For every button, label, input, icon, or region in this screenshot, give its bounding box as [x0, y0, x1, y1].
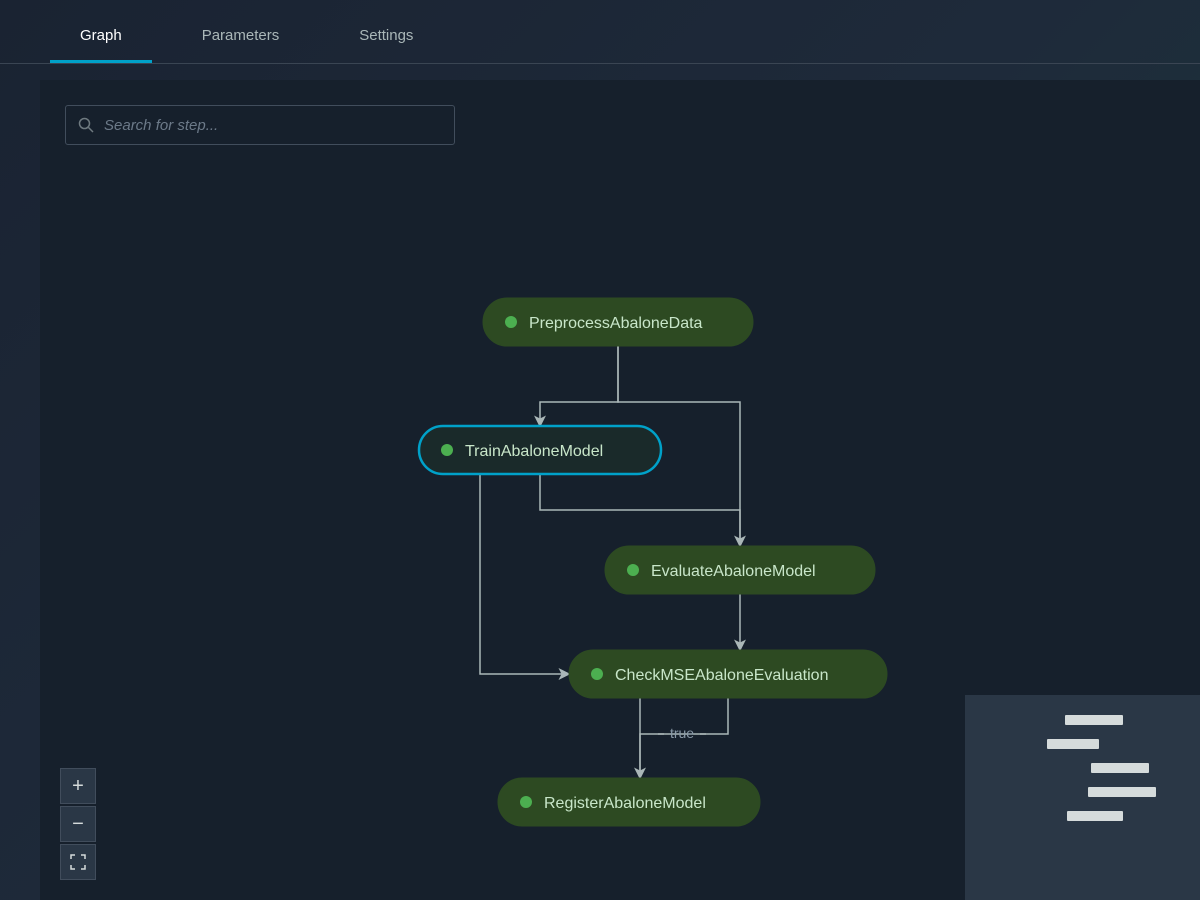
tabs-row: Graph Parameters Settings: [0, 0, 1200, 64]
node-evaluate[interactable]: EvaluateAbaloneModel: [605, 546, 875, 594]
minimap-node: [1091, 763, 1149, 773]
node-label: RegisterAbaloneModel: [544, 795, 706, 812]
minimap[interactable]: [965, 695, 1200, 900]
zoom-out-button[interactable]: −: [60, 806, 96, 842]
fullscreen-icon: [70, 854, 86, 870]
node-check[interactable]: CheckMSEAbaloneEvaluation: [569, 650, 887, 698]
status-dot-icon: [520, 796, 532, 808]
status-dot-icon: [441, 444, 453, 456]
tab-settings[interactable]: Settings: [329, 15, 443, 63]
node-train[interactable]: TrainAbaloneModel: [419, 426, 661, 474]
minimap-node: [1067, 811, 1123, 821]
zoom-in-button[interactable]: +: [60, 768, 96, 804]
node-label: TrainAbaloneModel: [465, 443, 603, 460]
status-dot-icon: [505, 316, 517, 328]
node-register[interactable]: RegisterAbaloneModel: [498, 778, 760, 826]
edge: [540, 346, 618, 426]
fullscreen-button[interactable]: [60, 844, 96, 880]
node-label: EvaluateAbaloneModel: [651, 563, 816, 580]
edge: [540, 474, 740, 546]
minimap-node: [1088, 787, 1156, 797]
status-dot-icon: [627, 564, 639, 576]
minimap-node: [1065, 715, 1123, 725]
status-dot-icon: [591, 668, 603, 680]
tab-graph[interactable]: Graph: [50, 15, 152, 63]
minimap-node: [1047, 739, 1099, 749]
node-label: PreprocessAbaloneData: [529, 315, 703, 332]
edge-label: true: [670, 725, 694, 741]
edge: [480, 474, 569, 674]
node-label: CheckMSEAbaloneEvaluation: [615, 667, 828, 684]
tab-parameters[interactable]: Parameters: [172, 15, 310, 63]
zoom-controls: + −: [60, 768, 96, 880]
graph-canvas[interactable]: true PreprocessAbaloneData TrainAbaloneMo…: [40, 80, 1200, 900]
node-preprocess[interactable]: PreprocessAbaloneData: [483, 298, 753, 346]
